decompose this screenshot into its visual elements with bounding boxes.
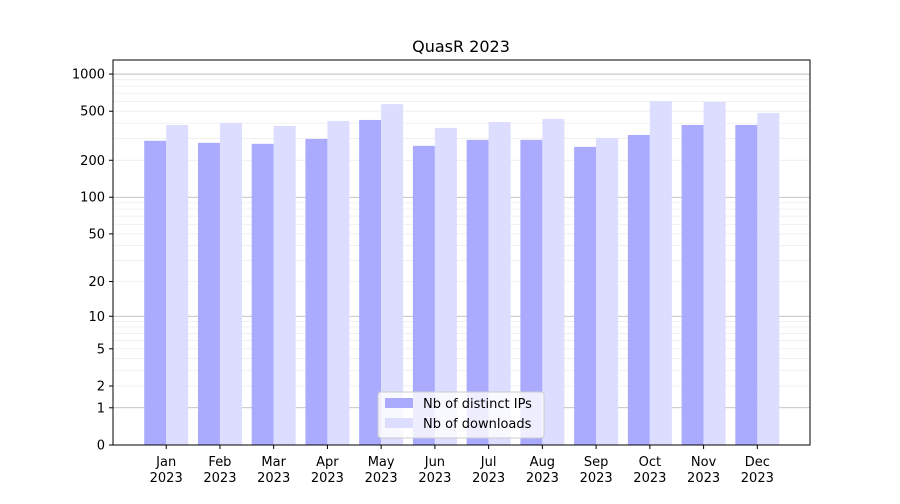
bar-ips-jan [144,140,167,445]
legend-label: Nb of downloads [423,417,532,432]
x-tick-label: Nov 2023 [687,455,720,486]
bar-downloads-feb [219,122,242,446]
y-tick-label: 1000 [72,68,105,83]
x-tick-label: Jul 2023 [472,455,505,486]
bar-ips-nov [681,124,704,446]
x-tick-label: Oct 2023 [633,455,666,486]
bar-ips-aug [520,139,543,445]
y-tick-label: 1 [97,401,105,416]
legend: Nb of distinct IPs Nb of downloads [377,391,545,439]
bar-ips-may [359,119,382,445]
legend-label: Nb of distinct IPs [423,397,532,412]
bar-ips-oct [627,134,650,445]
bar-downloads-jun [434,127,457,445]
y-tick-label: 10 [88,310,105,325]
bar-ips-feb [197,142,220,446]
x-tick-label: May 2023 [365,455,398,486]
bar-downloads-may [381,104,404,445]
bar-downloads-nov [703,102,726,445]
y-tick-label: 500 [80,105,105,120]
x-tick-label: Apr 2023 [311,455,344,486]
y-tick-label: 100 [80,191,105,206]
bar-ips-apr [305,138,328,446]
bar-ips-mar [251,143,274,446]
x-tick-label: Jan 2023 [150,455,183,486]
bar-downloads-jan [166,124,189,446]
bar-ips-sep [574,146,597,445]
x-tick-label: Feb 2023 [203,455,236,486]
y-tick-label: 0 [97,439,105,454]
chart-title: QuasR 2023 [412,37,510,56]
y-tick-label: 20 [88,275,105,290]
x-tick-label: Jun 2023 [418,455,451,486]
bar-ips-jul [466,139,489,445]
x-tick-label: Mar 2023 [257,455,290,486]
x-tick-label: Dec 2023 [741,455,774,486]
y-tick-label: 50 [88,227,105,242]
bar-downloads-mar [273,125,296,446]
bar-downloads-aug [542,118,565,445]
bar-downloads-oct [649,101,672,446]
x-tick-label: Aug 2023 [526,455,559,486]
legend-box [377,391,545,439]
bar-downloads-apr [327,120,350,445]
bar-ips-jun [412,145,435,445]
x-tick-label: Sep 2023 [580,455,613,486]
bar-downloads-jul [488,121,511,446]
legend-swatch [385,418,413,428]
bar-ips-dec [735,124,758,446]
y-tick-label: 5 [97,342,105,357]
plot-frame [112,59,811,446]
bar-downloads-dec [757,112,780,446]
y-tick-label: 2 [97,380,105,395]
bar-downloads-sep [596,137,619,446]
y-tick-label: 200 [80,154,105,169]
legend-swatch [385,398,413,408]
